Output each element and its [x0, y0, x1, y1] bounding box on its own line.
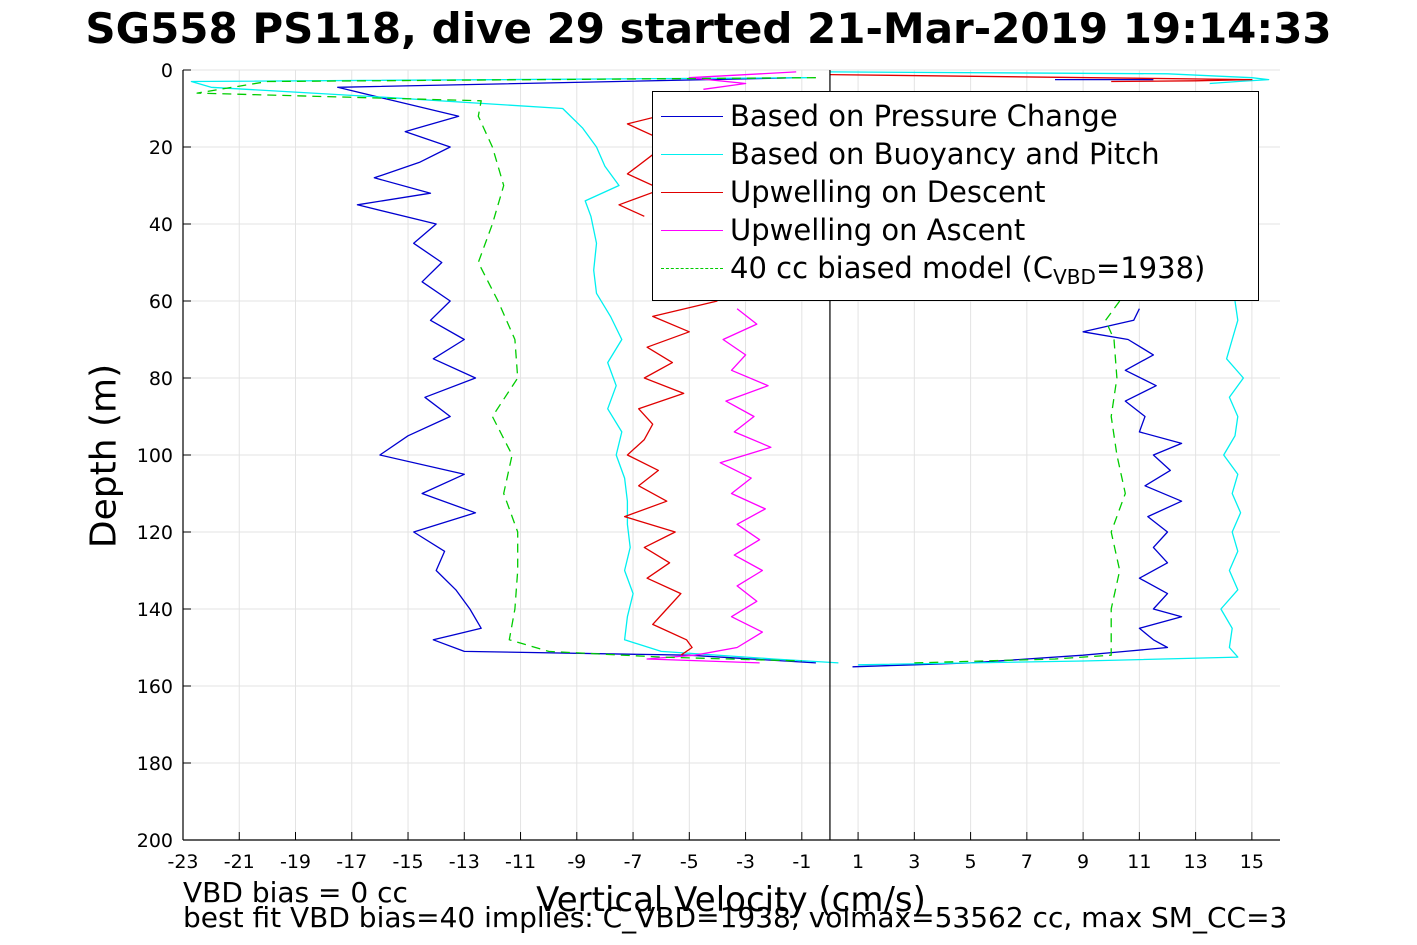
- legend-label: 40 cc biased model (CVBD=1938): [730, 249, 1205, 296]
- y-axis-label: Depth (m): [83, 363, 125, 549]
- footer-best-fit: best fit VBD bias=40 implies: C_VBD=1938…: [183, 901, 1288, 934]
- x-tick-label: -11: [505, 851, 536, 873]
- x-tick-label: 15: [1240, 851, 1264, 873]
- y-tick-label: 60: [149, 291, 173, 313]
- x-axis-label: Vertical Velocity (cm/s): [536, 880, 926, 920]
- x-tick-label: 9: [1077, 851, 1089, 873]
- legend-label: Based on Pressure Change: [730, 99, 1118, 133]
- legend-item-upwelling-descent: Upwelling on Descent: [653, 173, 1258, 211]
- legend-swatch: [661, 154, 723, 155]
- legend-label: Based on Buoyancy and Pitch: [730, 137, 1160, 171]
- footer-vbd-bias: VBD bias = 0 cc: [183, 876, 408, 909]
- x-tick-label: -5: [680, 851, 699, 873]
- series-line-3: [646, 308, 772, 664]
- legend-item-biased-model: 40 cc biased model (CVBD=1938): [653, 249, 1258, 289]
- series-line-1: [858, 300, 1245, 666]
- series-line-3: [688, 71, 797, 90]
- legend-item-upwelling-ascent: Upwelling on Ascent: [653, 211, 1258, 249]
- legend-label-main: 40 cc biased model (C: [730, 251, 1054, 285]
- series-line-0: [337, 77, 816, 664]
- x-tick-label: -9: [567, 851, 586, 873]
- y-tick-label: 0: [161, 60, 173, 82]
- y-tick-label: 20: [149, 137, 173, 159]
- x-tick-label: -19: [280, 851, 311, 873]
- x-tick-label: 1: [852, 851, 864, 873]
- x-tick-label: 11: [1127, 851, 1151, 873]
- x-tick-label: -3: [736, 851, 755, 873]
- x-tick-label: 3: [908, 851, 920, 873]
- x-tick-label: -1: [792, 851, 811, 873]
- y-tick-label: 200: [137, 830, 173, 852]
- y-tick-label: 160: [137, 676, 173, 698]
- series-line-1: [190, 77, 839, 664]
- x-tick-label: -21: [224, 851, 255, 873]
- legend-label-suffix: =1938): [1095, 251, 1206, 285]
- series-line-2: [623, 300, 718, 656]
- legend-swatch: [661, 230, 723, 231]
- x-tick-label: 7: [1021, 851, 1033, 873]
- series-lines: [190, 71, 1270, 668]
- legend-label-sub: VBD: [1053, 265, 1096, 289]
- series-line-2: [618, 107, 690, 217]
- y-tick-label: 100: [137, 445, 173, 467]
- y-tick-label: 140: [137, 599, 173, 621]
- legend-item-pressure-change: Based on Pressure Change: [653, 97, 1258, 135]
- series-line-0: [852, 308, 1183, 668]
- x-tick-label: -17: [336, 851, 367, 873]
- y-tick-label: 180: [137, 753, 173, 775]
- series-line-1: [829, 71, 1270, 85]
- legend-label: Upwelling on Descent: [730, 175, 1046, 209]
- x-tick-label: -13: [449, 851, 480, 873]
- legend-label: Upwelling on Ascent: [730, 213, 1026, 247]
- y-tick-label: 80: [149, 368, 173, 390]
- x-tick-label: -7: [624, 851, 643, 873]
- series-line-4: [196, 77, 816, 662]
- legend-swatch: [661, 192, 723, 193]
- legend-swatch: [661, 268, 723, 269]
- legend-swatch: [661, 116, 723, 117]
- x-tick-label: -15: [393, 851, 424, 873]
- y-tick-label: 120: [137, 522, 173, 544]
- series-line-2: [829, 73, 1253, 83]
- chart-title: SG558 PS118, dive 29 started 21-Mar-2019…: [85, 4, 1332, 53]
- x-tick-label: 5: [965, 851, 977, 873]
- legend-item-buoyancy-pitch: Based on Buoyancy and Pitch: [653, 135, 1258, 173]
- axes: -23 -21 -19 -17 -15 -13 -11 -9 -7 -5 -3 -1 1 3 5 7 9 11 13…: [137, 60, 1280, 873]
- x-tick-label: 13: [1184, 851, 1208, 873]
- series-line-4: [914, 300, 1126, 664]
- x-tick-label: -23: [167, 851, 198, 873]
- chart-legend: Based on Pressure Change Based on Buoyan…: [652, 91, 1259, 301]
- y-tick-label: 40: [149, 214, 173, 236]
